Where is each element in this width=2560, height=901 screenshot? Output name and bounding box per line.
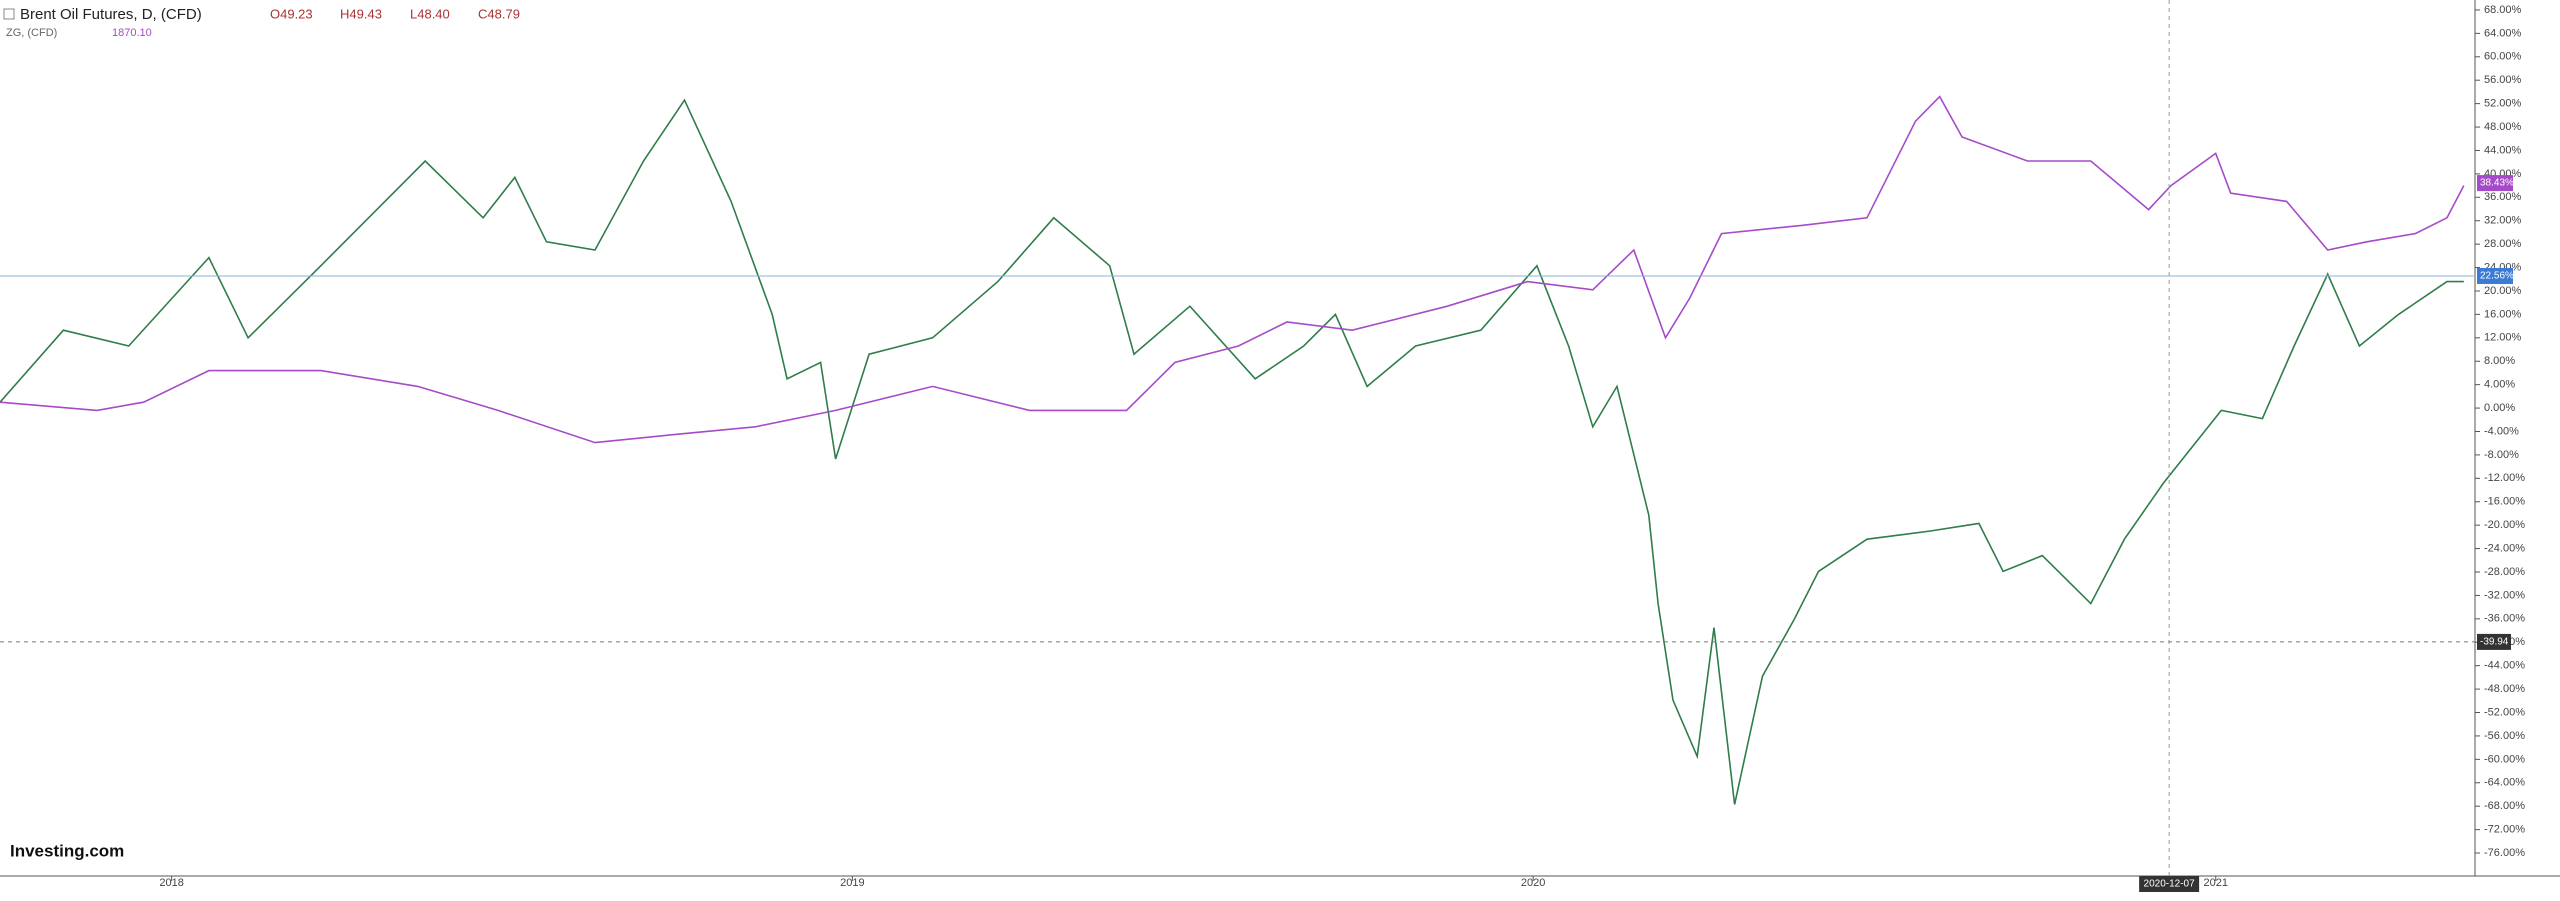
crosshair-y-tag xyxy=(2477,633,2511,650)
y-tick-label: 64.00% xyxy=(2484,27,2522,39)
y-tick-label: -8.00% xyxy=(2484,449,2519,461)
y-tick-label: 16.00% xyxy=(2484,308,2522,320)
y-tick-label: -32.00% xyxy=(2484,589,2525,601)
price-tag-label: 22.56% xyxy=(2480,271,2514,282)
y-tick-label: 56.00% xyxy=(2484,74,2522,86)
y-tick-label: 28.00% xyxy=(2484,238,2522,250)
y-tick-label: 8.00% xyxy=(2484,355,2515,367)
crosshair-x-tag xyxy=(2139,876,2200,892)
price-tag xyxy=(2477,267,2513,284)
y-tick-label: 60.00% xyxy=(2484,51,2522,63)
brand-logo: Investing.com xyxy=(10,841,124,860)
ohlc-low: L48.40 xyxy=(410,6,450,21)
y-tick-label: -28.00% xyxy=(2484,566,2525,578)
x-tick-label: 2020 xyxy=(1521,877,1545,889)
y-tick-label: 36.00% xyxy=(2484,191,2522,203)
crosshair-x-label: 2020-12-07 xyxy=(2144,879,2196,890)
x-tick-label: 2018 xyxy=(159,877,183,889)
y-tick-label: -44.00% xyxy=(2484,660,2525,672)
last-price: 1870.10 xyxy=(112,27,152,39)
price-tag-label: 38.43% xyxy=(2480,178,2514,189)
y-tick-label: -56.00% xyxy=(2484,730,2525,742)
y-tick-label: -60.00% xyxy=(2484,753,2525,765)
y-tick-label: 48.00% xyxy=(2484,121,2522,133)
series-line xyxy=(0,95,2465,444)
ohlc-open: O49.23 xyxy=(270,6,313,21)
y-tick-label: 4.00% xyxy=(2484,379,2515,391)
y-tick-label: -52.00% xyxy=(2484,706,2525,718)
y-tick-label: 52.00% xyxy=(2484,98,2522,110)
y-tick-label: 0.00% xyxy=(2484,402,2515,414)
y-tick-label: 20.00% xyxy=(2484,285,2522,297)
series-line xyxy=(0,98,2464,805)
price-tag xyxy=(2477,175,2513,192)
y-tick-label: -24.00% xyxy=(2484,542,2525,554)
y-tick-label: 44.00% xyxy=(2484,144,2522,156)
y-tick-label: -72.00% xyxy=(2484,824,2525,836)
x-tick-label: 2019 xyxy=(840,877,864,889)
x-tick-label: 2021 xyxy=(2204,877,2228,889)
y-tick-label: -12.00% xyxy=(2484,472,2525,484)
ohlc-close: C48.79 xyxy=(478,6,520,21)
chart-title: Brent Oil Futures, D, (CFD) xyxy=(20,6,202,23)
y-tick-label: 68.00% xyxy=(2484,4,2522,16)
y-tick-label: -4.00% xyxy=(2484,425,2519,437)
y-tick-label: -64.00% xyxy=(2484,777,2525,789)
y-tick-label: -48.00% xyxy=(2484,683,2525,695)
y-tick-label: -20.00% xyxy=(2484,519,2525,531)
y-tick-label: 32.00% xyxy=(2484,215,2522,227)
y-tick-label: 12.00% xyxy=(2484,332,2522,344)
crosshair-y-label: -39.94 xyxy=(2480,637,2509,648)
y-tick-label: -68.00% xyxy=(2484,800,2525,812)
ohlc-high: H49.43 xyxy=(340,6,382,21)
y-tick-label: -36.00% xyxy=(2484,613,2525,625)
legend-entry: ZG, (CFD) xyxy=(6,27,57,39)
y-tick-label: -16.00% xyxy=(2484,496,2525,508)
collapse-icon[interactable] xyxy=(3,8,15,20)
y-tick-label: -76.00% xyxy=(2484,847,2525,859)
